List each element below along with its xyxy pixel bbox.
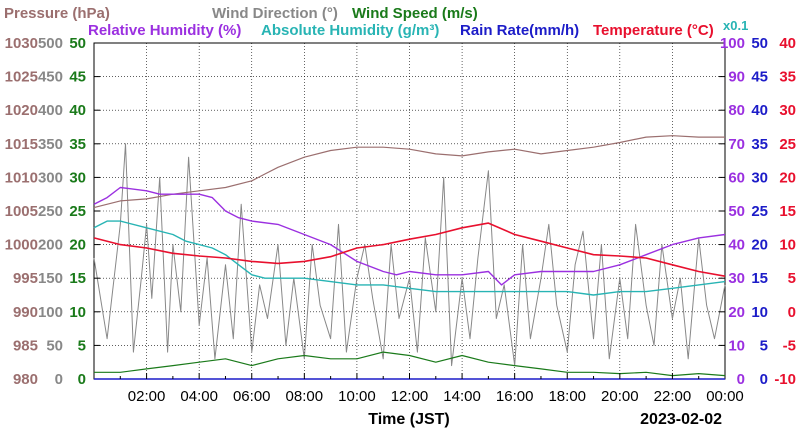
right-tick-rain-rate: 5: [760, 337, 768, 354]
series-pressure-hpa: [93, 135, 725, 209]
left-tick-wind-speed: 50: [69, 35, 86, 52]
right-tick-rain-rate: 15: [751, 270, 768, 287]
x-tick-label: 14:00: [443, 388, 481, 405]
left-tick-pressure: 990: [13, 304, 38, 321]
right-tick-rain-rate: 35: [751, 136, 768, 153]
series-layer: [93, 135, 726, 380]
x-tick-label: 00:00: [706, 388, 744, 405]
x-tick-label: 16:00: [496, 388, 534, 405]
left-tick-pressure: 985: [13, 337, 38, 354]
x-tick-label: 18:00: [548, 388, 586, 405]
x-tick-label: 20:00: [601, 388, 639, 405]
left-tick-wind-speed: 25: [69, 203, 86, 220]
series-relative-humidity: [93, 186, 726, 286]
legend-wind-speed: Wind Speed (m/s): [352, 5, 478, 22]
x-tick-label: 04:00: [180, 388, 218, 405]
left-tick-wind-speed: 35: [69, 136, 86, 153]
x-tick-label: 02:00: [128, 388, 166, 405]
left-tick-wind-direction: 50: [46, 337, 63, 354]
legend-rain-rate: Rain Rate(mm/h): [460, 22, 579, 39]
left-tick-pressure: 1015: [5, 136, 38, 153]
right-tick-rain-rate: 45: [751, 69, 768, 86]
right-axes: 0102030405060708090100051015202530354045…: [719, 35, 796, 388]
right-tick-temperature: 10: [779, 237, 796, 254]
right-tick-relative-humidity: 40: [728, 237, 745, 254]
right-tick-relative-humidity: 0: [737, 371, 745, 388]
left-tick-wind-direction: 250: [38, 203, 63, 220]
left-tick-pressure: 1005: [5, 203, 38, 220]
right-tick-relative-humidity: 80: [728, 102, 745, 119]
left-tick-wind-direction: 450: [38, 69, 63, 86]
x-tick-label: 06:00: [233, 388, 271, 405]
left-tick-wind-direction: 500: [38, 35, 63, 52]
right-tick-temperature: 5: [788, 270, 796, 287]
left-tick-wind-speed: 30: [69, 169, 86, 186]
left-tick-pressure: 1030: [5, 35, 38, 52]
left-tick-wind-direction: 300: [38, 169, 63, 186]
right-tick-relative-humidity: 60: [728, 169, 745, 186]
right-tick-relative-humidity: 70: [728, 136, 745, 153]
left-tick-wind-speed: 40: [69, 102, 86, 119]
right-tick-rain-rate: 0: [760, 371, 768, 388]
x-tick-label: 22:00: [654, 388, 692, 405]
left-tick-wind-speed: 20: [69, 237, 86, 254]
right-tick-relative-humidity: 50: [728, 203, 745, 220]
left-tick-wind-speed: 45: [69, 69, 86, 86]
right-tick-temperature: 15: [779, 203, 796, 220]
left-tick-wind-direction: 200: [38, 237, 63, 254]
left-tick-wind-speed: 15: [69, 270, 86, 287]
right-tick-relative-humidity: 10: [728, 337, 745, 354]
series-temperature-c: [93, 222, 726, 277]
x-tick-label: 08:00: [286, 388, 324, 405]
right-tick-relative-humidity: 30: [728, 270, 745, 287]
left-tick-pressure: 1025: [5, 69, 38, 86]
right-tick-temperature: 0: [788, 304, 796, 321]
x-tick-label: 12:00: [391, 388, 429, 405]
x-axis-title: Time (JST): [368, 411, 450, 428]
right-tick-rain-rate: 50: [751, 35, 768, 52]
left-tick-wind-direction: 350: [38, 136, 63, 153]
right-tick-relative-humidity: 90: [728, 69, 745, 86]
left-tick-wind-direction: 100: [38, 304, 63, 321]
right-tick-temperature: -5: [783, 337, 796, 354]
legend-temperature: Temperature (°C): [593, 22, 714, 39]
legend-relative-humidity: Relative Humidity (%): [88, 22, 241, 39]
right-tick-temperature: 25: [779, 136, 796, 153]
right-tick-rain-rate: 10: [751, 304, 768, 321]
right-tick-relative-humidity: 20: [728, 304, 745, 321]
right-tick-temperature: 20: [779, 169, 796, 186]
right-tick-temperature: 40: [779, 35, 796, 52]
legend-wind-direction: Wind Direction (°): [212, 5, 338, 22]
left-tick-wind-direction: 0: [55, 371, 63, 388]
left-tick-pressure: 1010: [5, 169, 38, 186]
left-axes: 9809859909951000100510101015102010251030…: [5, 35, 100, 388]
x-axis: 02:00 04:00 06:00 08:00 10:00 12:00 14:00 16:00…: [119, 373, 744, 405]
right-tick-rain-rate: 20: [751, 237, 768, 254]
grid-lines: [94, 43, 725, 379]
right-tick-temperature: 30: [779, 102, 796, 119]
right-tick-rain-rate: 40: [751, 102, 768, 119]
right-tick-relative-humidity: 100: [720, 35, 745, 52]
legend-pressure: Pressure (hPa): [4, 5, 110, 22]
left-tick-pressure: 1020: [5, 102, 38, 119]
right-tick-rain-rate: 30: [751, 169, 768, 186]
chart-date: 2023-02-02: [640, 411, 722, 428]
left-tick-wind-direction: 150: [38, 270, 63, 287]
left-tick-pressure: 1000: [5, 237, 38, 254]
series-absolute-humidity-g-m: [93, 220, 726, 296]
left-tick-wind-direction: 400: [38, 102, 63, 119]
left-tick-pressure: 980: [13, 371, 38, 388]
right-tick-rain-rate: 25: [751, 203, 768, 220]
right-tick-temperature: 35: [779, 69, 796, 86]
abs-humidity-scale-note: x0.1: [723, 18, 748, 33]
right-tick-temperature: -10: [774, 371, 796, 388]
left-tick-pressure: 995: [13, 270, 38, 287]
legend-absolute-humidity: Absolute Humidity (g/m³): [261, 22, 439, 39]
left-tick-wind-speed: 10: [69, 304, 86, 321]
x-tick-label: 10:00: [338, 388, 376, 405]
left-tick-wind-speed: 0: [78, 371, 86, 388]
left-tick-wind-speed: 5: [78, 337, 86, 354]
